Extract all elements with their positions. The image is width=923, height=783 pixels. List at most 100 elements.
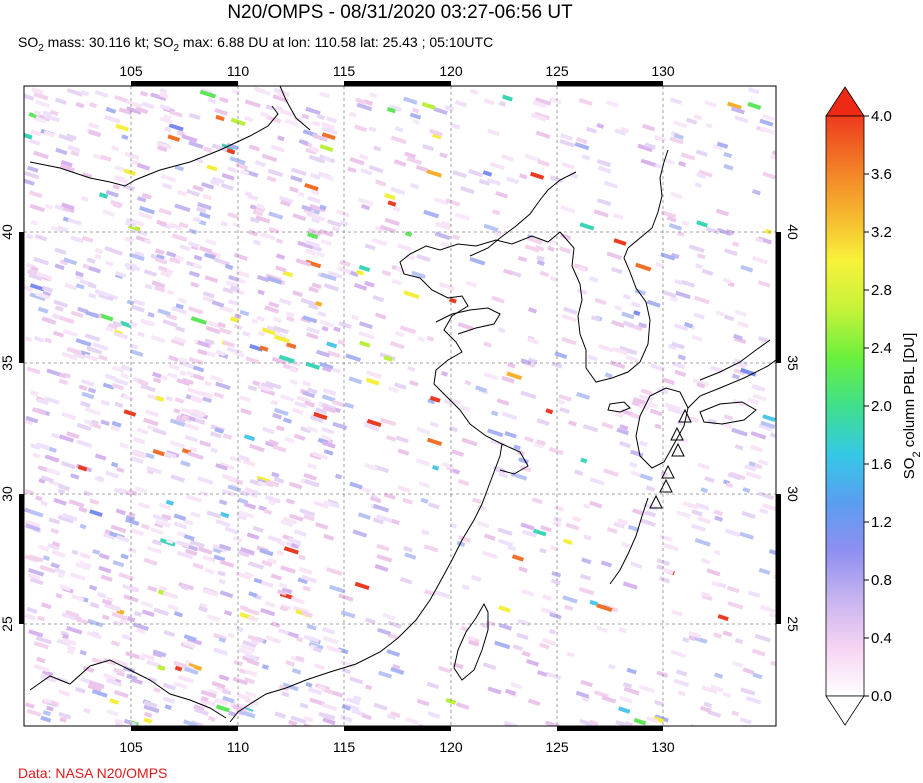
so2-pixel [53, 299, 69, 308]
so2-pixel [141, 101, 155, 110]
so2-pixel [217, 570, 226, 577]
so2-pixel [29, 283, 45, 292]
so2-pixel [222, 695, 235, 704]
so2-pixel [303, 472, 317, 481]
so2-pixel [229, 316, 240, 323]
so2-pixel [242, 655, 256, 664]
so2-pixel [165, 499, 175, 506]
so2-pixel [417, 723, 429, 726]
colorbar-tick-label: 3.2 [871, 224, 892, 241]
so2-pixel [697, 462, 710, 471]
so2-pixel [355, 97, 368, 105]
so2-pixel [305, 361, 321, 370]
so2-pixel [79, 523, 87, 530]
so2-pixel [162, 590, 178, 600]
so2-pixel [273, 476, 285, 484]
so2-pixel [374, 564, 389, 572]
lon-label: 120 [439, 63, 463, 79]
so2-pixel [252, 380, 261, 387]
so2-pixel [518, 566, 528, 573]
so2-pixel [740, 687, 756, 696]
so2-pixel [677, 231, 685, 237]
so2-pixel [549, 239, 557, 246]
so2-pixel [656, 387, 669, 395]
so2-pixel [165, 251, 177, 258]
so2-pixel [100, 419, 110, 427]
so2-pixel [164, 126, 172, 133]
so2-pixel [305, 106, 321, 116]
so2-pixel [176, 550, 194, 560]
so2-pixel [374, 225, 385, 233]
so2-pixel [363, 423, 380, 432]
so2-pixel [168, 363, 180, 371]
so2-pixel [25, 702, 35, 709]
so2-pixel [192, 365, 205, 373]
so2-pixel [58, 584, 72, 592]
so2-pixel [114, 401, 124, 409]
so2-pixel [573, 469, 584, 476]
so2-pixel [266, 175, 277, 183]
so2-pixel [717, 614, 729, 622]
so2-pixel [532, 528, 547, 537]
so2-pixel [426, 169, 442, 178]
so2-pixel [613, 238, 627, 246]
so2-pixel [165, 395, 174, 402]
so2-pixel [251, 318, 259, 325]
so2-pixel [670, 649, 687, 659]
so2-pixel [282, 516, 298, 525]
so2-pixel [394, 382, 407, 390]
so2-pixel [66, 431, 80, 439]
so2-pixel [302, 315, 318, 324]
so2-pixel [26, 165, 39, 173]
so2-pixel [296, 636, 304, 643]
so2-pixel [553, 516, 562, 523]
so2-pixel [498, 605, 511, 613]
so2-pixel [309, 697, 326, 707]
so2-pixel [204, 380, 212, 387]
so2-pixel [211, 300, 225, 308]
so2-pixel [28, 568, 45, 577]
so2-pixel [156, 254, 165, 261]
so2-pixel [253, 577, 263, 585]
so2-pixel [733, 368, 746, 376]
so2-pixel [598, 343, 615, 353]
so2-pixel [58, 378, 69, 386]
so2-pixel [61, 351, 78, 361]
colorbar-tick-label: 2.4 [871, 340, 892, 357]
so2-pixel [243, 502, 257, 510]
so2-pixel [476, 520, 490, 529]
so2-pixel [574, 142, 590, 151]
so2-pixel [382, 612, 396, 621]
so2-pixel [159, 103, 171, 112]
colorbar-tick-label: 0.4 [871, 630, 892, 647]
so2-pixel [173, 660, 187, 669]
so2-pixel [519, 465, 532, 473]
so2-pixel [368, 165, 384, 174]
so2-pixel [589, 276, 599, 283]
so2-pixel [189, 539, 205, 549]
so2-pixel [70, 150, 80, 157]
so2-pixel [682, 637, 690, 643]
so2-pixel [183, 641, 196, 649]
so2-pixel [632, 396, 648, 406]
so2-pixel [75, 338, 92, 347]
so2-pixel [390, 135, 407, 145]
so2-pixel [372, 503, 390, 513]
so2-pixel [143, 700, 158, 709]
so2-pixel [188, 228, 198, 235]
so2-pixel [483, 533, 496, 541]
so2-pixel [317, 684, 326, 692]
so2-pixel [42, 709, 52, 717]
so2-pixel [110, 524, 127, 534]
so2-pixel [677, 354, 687, 361]
so2-pixel [82, 665, 95, 673]
so2-pixel [503, 268, 514, 276]
so2-pixel [139, 205, 155, 215]
so2-pixel [108, 247, 124, 256]
so2-pixel [24, 419, 34, 426]
so2-pixel [622, 682, 633, 689]
so2-pixel [265, 380, 282, 390]
so2-pixel [656, 564, 665, 571]
so2-pixel [757, 280, 771, 288]
so2-pixel [226, 143, 239, 151]
